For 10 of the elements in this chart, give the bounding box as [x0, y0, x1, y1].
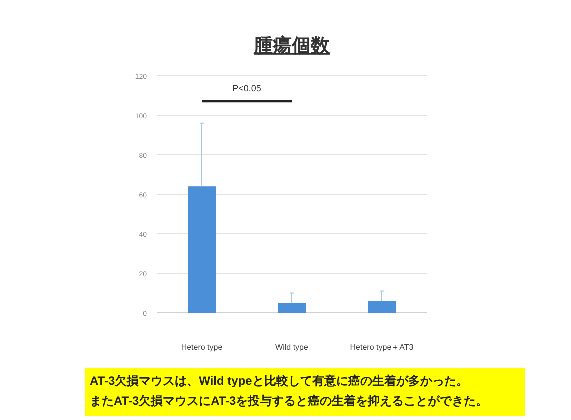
chart-title: 腫瘍個数 [253, 35, 331, 57]
text: AT-3欠損マウスは、Wild typeと比較して有意に癌の生着が多かった。 [90, 374, 468, 388]
x-tick-label: Wild type [276, 343, 309, 352]
bar [368, 301, 396, 313]
x-tick-label: Hetero type [181, 343, 224, 352]
x-tick-label: Hetero type＋AT3 [350, 343, 414, 352]
bar [188, 186, 216, 313]
bar [278, 303, 306, 313]
annotation: P<0.05 [232, 83, 262, 94]
text: またAT-3欠損マウスにAT-3を投与すると癌の生着を抑えることができた。 [90, 394, 488, 408]
